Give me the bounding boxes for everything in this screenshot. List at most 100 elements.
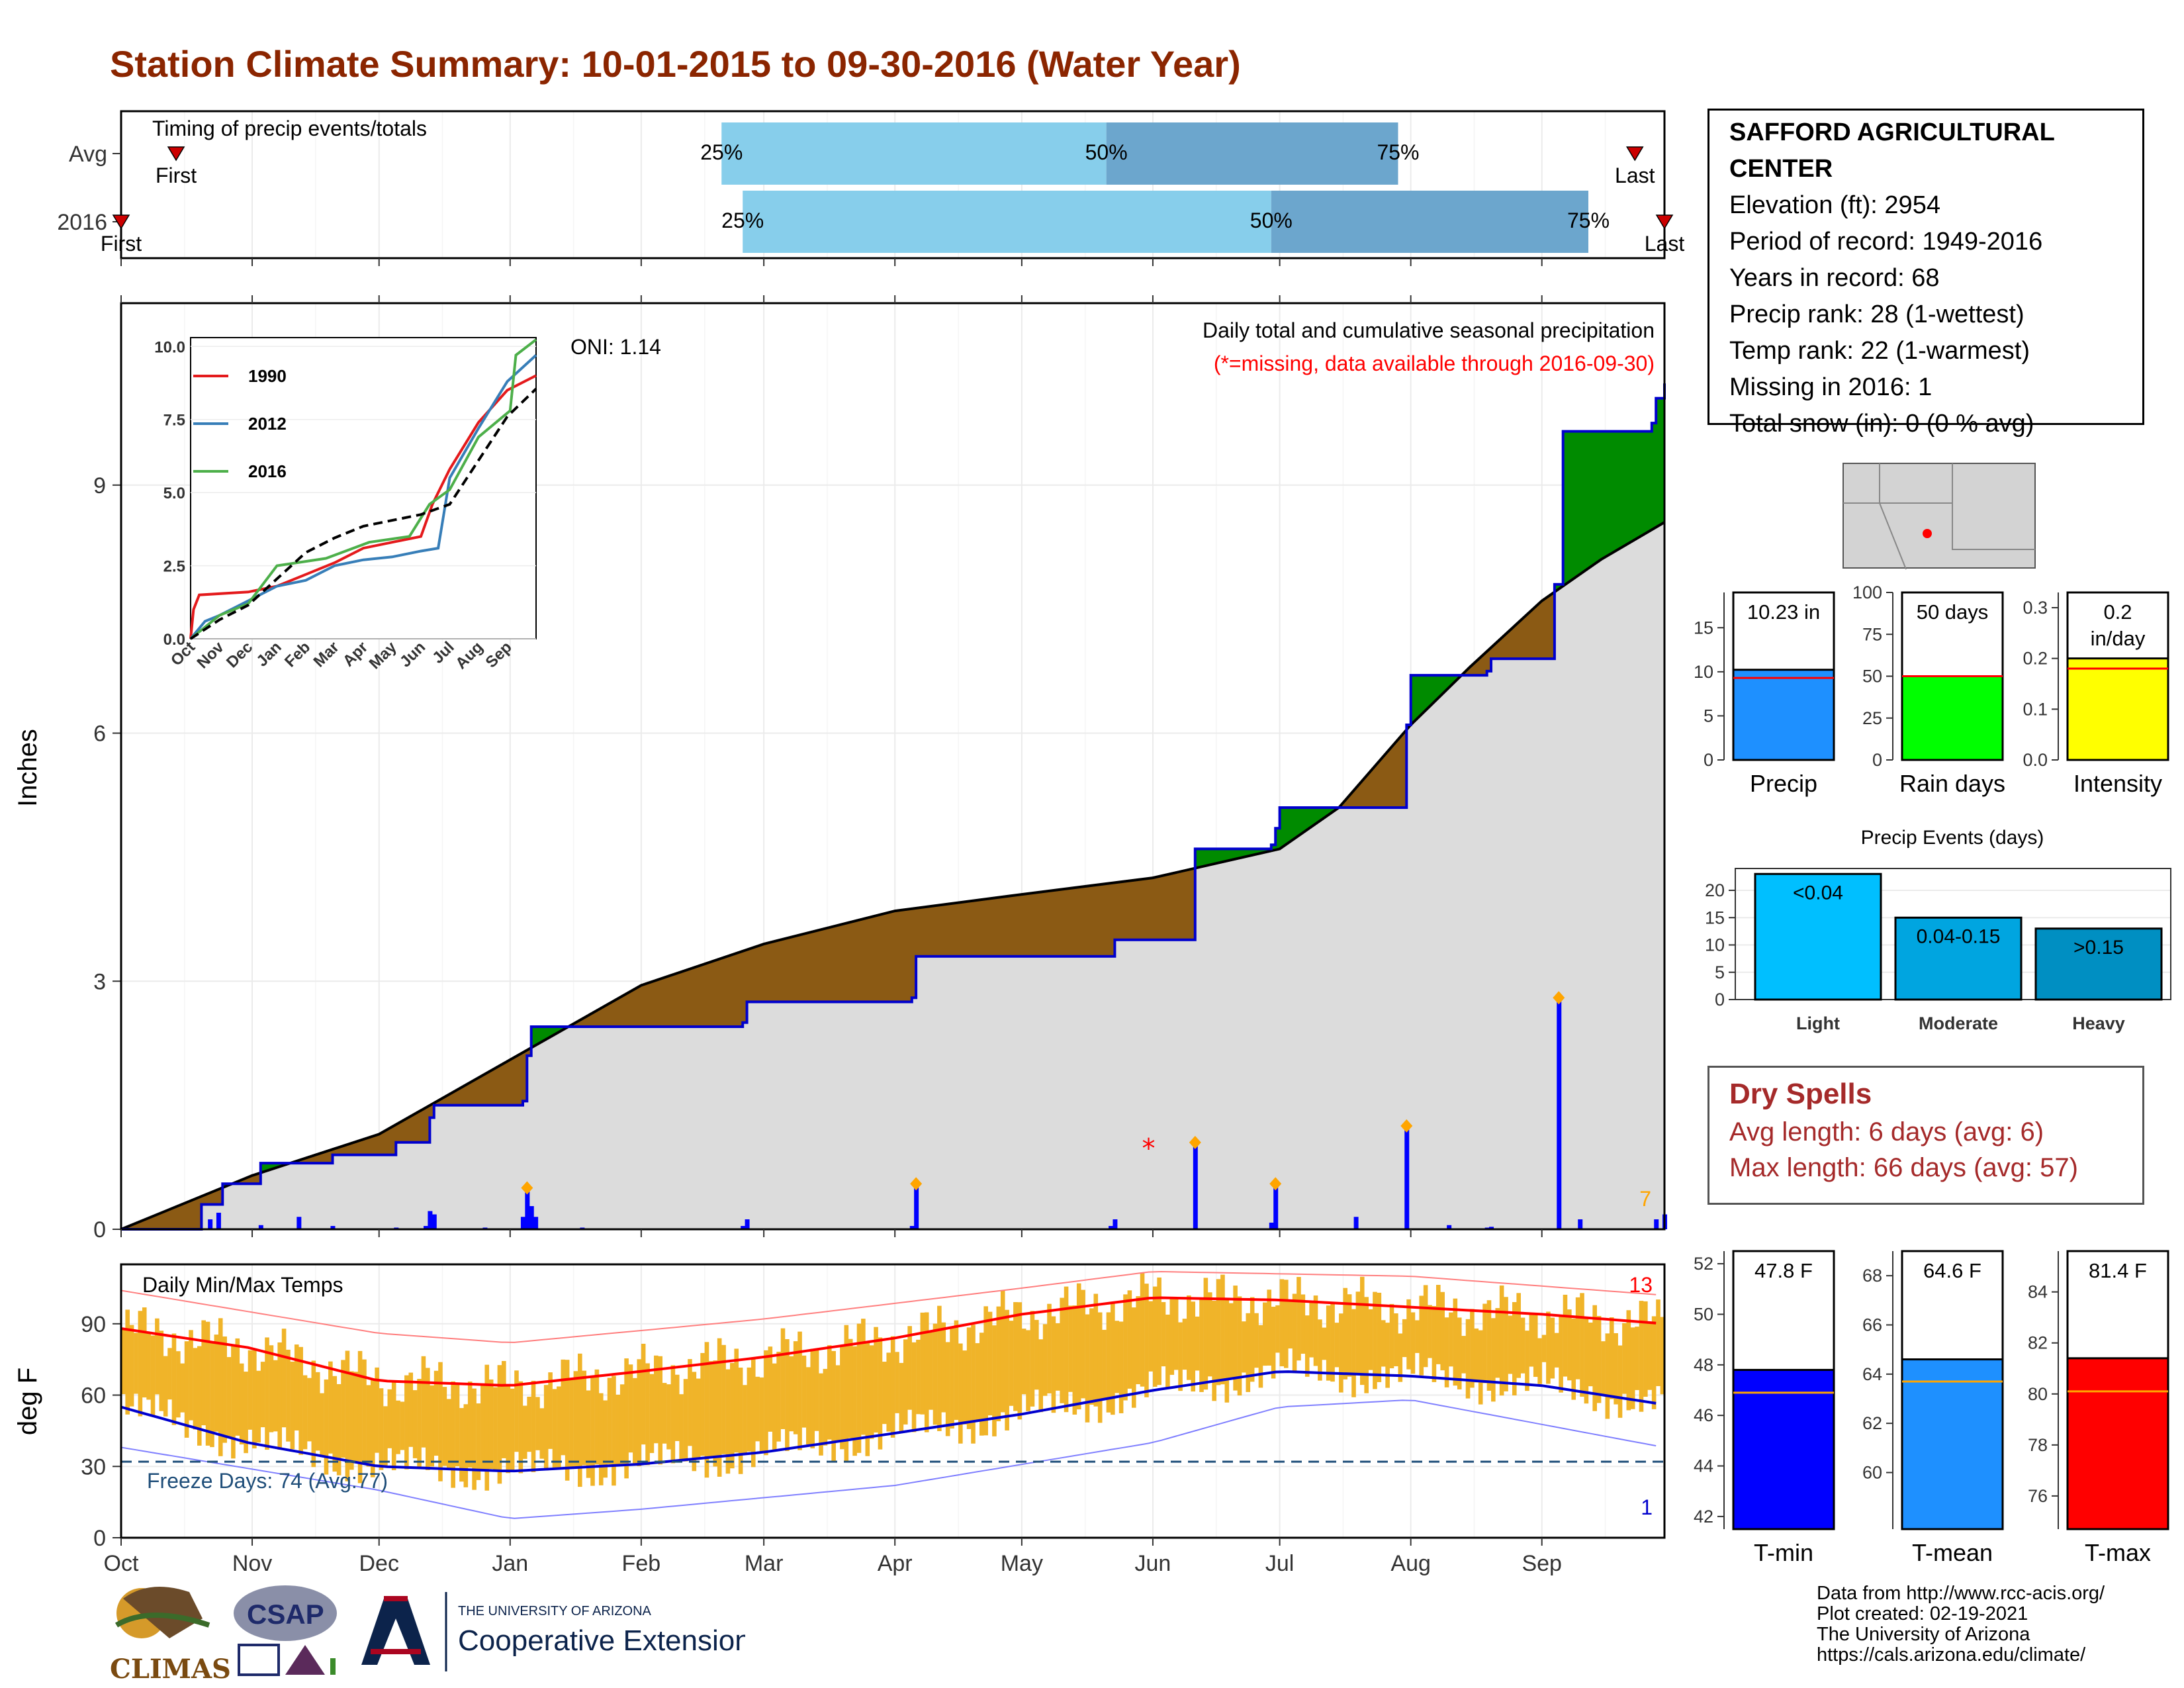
daily-temp-bar xyxy=(1651,1316,1657,1409)
daily-temp-bar xyxy=(256,1370,261,1443)
daily-temp-bar xyxy=(493,1387,498,1472)
daily-temp-bar xyxy=(747,1367,752,1452)
inset-legend-label: 1990 xyxy=(248,366,287,386)
inset-x-tick-label: Feb xyxy=(281,638,314,671)
daily-temp-bar xyxy=(1140,1272,1145,1387)
timing-bar-q25-q50 xyxy=(743,191,1271,253)
daily-temp-bar xyxy=(1246,1313,1251,1392)
daily-temp-bar xyxy=(1520,1317,1525,1374)
daily-temp-bar xyxy=(933,1323,938,1425)
daily-temp-bar xyxy=(265,1337,269,1450)
station-period: Period of record: 1949-2016 xyxy=(1729,228,2043,256)
inset-series-line xyxy=(189,374,537,639)
daily-temp-bar xyxy=(412,1390,418,1458)
daily-temp-bar xyxy=(700,1352,705,1456)
daily-temp-bar xyxy=(848,1338,853,1438)
daily-temp-bar xyxy=(1635,1327,1639,1390)
daily-temp-bar xyxy=(1165,1314,1170,1389)
daily-temp-bar xyxy=(1127,1290,1132,1389)
daily-temp-bar xyxy=(1330,1303,1335,1382)
daily-temp-bar xyxy=(121,1328,126,1395)
daily-temp-bar xyxy=(1271,1307,1276,1379)
daily-precip-bar xyxy=(741,1226,746,1229)
daily-temp-bar xyxy=(1343,1288,1348,1380)
daily-temp-bar xyxy=(565,1360,570,1481)
daily-temp-bar xyxy=(1550,1317,1555,1379)
daily-temp-bar xyxy=(958,1343,963,1444)
daily-temp-bar xyxy=(633,1378,637,1466)
daily-temp-bar xyxy=(861,1319,866,1435)
timing-frame xyxy=(120,110,1666,259)
timing-row-label: Avg xyxy=(69,142,107,167)
daily-temp-bar xyxy=(311,1360,316,1468)
timing-row-label: 2016 xyxy=(57,210,107,235)
daily-temp-bar xyxy=(1402,1319,1407,1358)
daily-temp-bar xyxy=(1195,1316,1200,1371)
daily-temp-bar xyxy=(320,1393,324,1457)
daily-temp-bar xyxy=(269,1345,274,1432)
daily-temp-bar xyxy=(1097,1312,1103,1423)
bar-category-label: Intensity xyxy=(2073,770,2162,797)
bar-value-label: in/day xyxy=(2091,627,2146,650)
events-y-tick-label: 0 xyxy=(1715,990,1725,1009)
daily-temp-bar xyxy=(201,1320,206,1426)
timing-label-75: 75% xyxy=(1567,209,1610,232)
daily-temp-bar xyxy=(806,1367,811,1445)
timing-label-25: 25% xyxy=(700,140,743,164)
daily-temp-bar xyxy=(163,1356,168,1417)
daily-precip-bar xyxy=(1273,1184,1279,1229)
bar-category-label: Rain days xyxy=(1899,770,2005,797)
daily-temp-bar xyxy=(713,1360,718,1467)
credit-line: Plot created: 02-19-2021 xyxy=(1817,1603,2028,1624)
daily-temp-bar xyxy=(430,1385,434,1467)
daily-precip-bar xyxy=(1353,1217,1359,1229)
daily-temp-bar xyxy=(1220,1274,1225,1385)
daily-temp-bar xyxy=(1313,1295,1318,1366)
daily-temp-bar xyxy=(895,1352,899,1413)
daily-temp-bar xyxy=(539,1408,545,1459)
daily-temp-bar xyxy=(1512,1301,1517,1395)
daily-temp-bar xyxy=(506,1385,511,1474)
daily-temp-bar xyxy=(937,1305,942,1431)
daily-temp-bar xyxy=(1453,1298,1458,1386)
temps-x-tick-label: Jul xyxy=(1265,1551,1294,1576)
daily-temp-bar xyxy=(1639,1301,1644,1412)
daily-temp-bar xyxy=(1089,1308,1094,1405)
daily-temp-bar xyxy=(1216,1279,1221,1385)
daily-temp-bar xyxy=(734,1348,739,1453)
daily-temp-bar xyxy=(1283,1280,1289,1368)
daily-temp-bar xyxy=(1478,1330,1483,1405)
daily-temp-bar xyxy=(1394,1313,1398,1366)
map-border xyxy=(1879,502,1907,570)
bar-y-tick-label: 0.3 xyxy=(2023,598,2048,618)
events-y-tick-label: 15 xyxy=(1705,908,1725,927)
daily-temp-bar xyxy=(954,1320,959,1421)
daily-precip-marker xyxy=(910,1177,923,1191)
daily-temp-bar xyxy=(1322,1327,1327,1360)
daily-temp-bar xyxy=(552,1389,557,1470)
daily-temp-bar xyxy=(129,1325,134,1407)
bar-y-tick-label: 66 xyxy=(1862,1315,1882,1335)
daily-temp-bar xyxy=(442,1387,447,1466)
daily-temp-bar xyxy=(1364,1297,1369,1393)
daily-temp-bar xyxy=(709,1361,713,1457)
daily-temp-bar xyxy=(328,1361,333,1454)
daily-temp-bar xyxy=(252,1350,257,1449)
daily-temp-bar xyxy=(1318,1319,1322,1381)
daily-temp-bar xyxy=(1047,1303,1052,1393)
daily-temp-bar xyxy=(768,1346,773,1432)
daily-precip-marker xyxy=(1400,1119,1413,1133)
daily-temp-bar xyxy=(159,1331,164,1411)
daily-temp-bar xyxy=(823,1368,828,1446)
inset-series-line xyxy=(189,387,537,640)
daily-temp-bar xyxy=(324,1379,329,1475)
daily-temp-bar xyxy=(878,1337,883,1450)
dry-spells-avg: Avg length: 6 days (avg: 6) xyxy=(1729,1117,2044,1147)
daily-temp-bar xyxy=(1064,1286,1069,1413)
bar-y-tick-label: 0.1 xyxy=(2023,699,2048,719)
daily-temp-bar xyxy=(1275,1305,1280,1353)
temps-x-tick-label: Feb xyxy=(622,1551,661,1576)
daily-temp-bar xyxy=(518,1381,523,1474)
daily-temp-bar xyxy=(1449,1312,1453,1367)
daily-temp-bar xyxy=(654,1355,659,1444)
